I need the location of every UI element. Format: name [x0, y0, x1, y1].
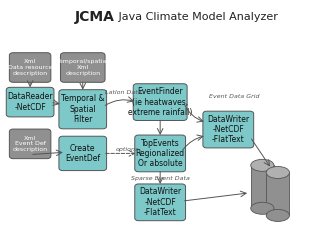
Text: Temporal &
Spatial
Filter: Temporal & Spatial Filter: [61, 94, 105, 124]
Ellipse shape: [266, 210, 290, 222]
Text: TopEvents
Regionalized
Or absolute: TopEvents Regionalized Or absolute: [136, 138, 185, 168]
FancyBboxPatch shape: [135, 135, 186, 172]
Text: JCMA: JCMA: [75, 10, 115, 24]
Text: options: options: [116, 147, 139, 152]
FancyBboxPatch shape: [251, 165, 274, 208]
Text: Latlon Data: Latlon Data: [105, 90, 141, 95]
Text: DataWriter
-NetCDF
-FlatText: DataWriter -NetCDF -FlatText: [207, 115, 249, 144]
Ellipse shape: [266, 167, 290, 179]
Text: Sparse Event Data: Sparse Event Data: [131, 176, 190, 181]
FancyBboxPatch shape: [133, 84, 187, 120]
Text: Create
EventDef: Create EventDef: [65, 144, 100, 163]
FancyBboxPatch shape: [6, 87, 54, 117]
FancyBboxPatch shape: [9, 53, 51, 82]
Ellipse shape: [251, 202, 274, 214]
Text: EventFinder
(ie heatwaves,
extreme rainfall): EventFinder (ie heatwaves, extreme rainf…: [128, 87, 192, 117]
FancyBboxPatch shape: [60, 53, 105, 82]
Text: -  Java Climate Model Analyzer: - Java Climate Model Analyzer: [104, 12, 278, 22]
FancyBboxPatch shape: [9, 129, 51, 159]
Text: Xml
Event Def
description: Xml Event Def description: [12, 136, 48, 152]
FancyBboxPatch shape: [203, 111, 254, 148]
FancyBboxPatch shape: [59, 136, 107, 171]
Text: Event Data Grid: Event Data Grid: [209, 94, 260, 99]
Text: DataWriter
-NetCDF
-FlatText: DataWriter -NetCDF -FlatText: [139, 187, 181, 217]
FancyBboxPatch shape: [266, 173, 290, 216]
Text: DataReader
-NetCDF: DataReader -NetCDF: [7, 92, 53, 112]
Text: Temporal/spatial
Xml
description: Temporal/spatial Xml description: [57, 59, 109, 76]
Text: Xml
Data resource
description: Xml Data resource description: [8, 59, 52, 76]
Ellipse shape: [251, 159, 274, 171]
FancyBboxPatch shape: [59, 90, 107, 129]
FancyBboxPatch shape: [135, 184, 186, 221]
